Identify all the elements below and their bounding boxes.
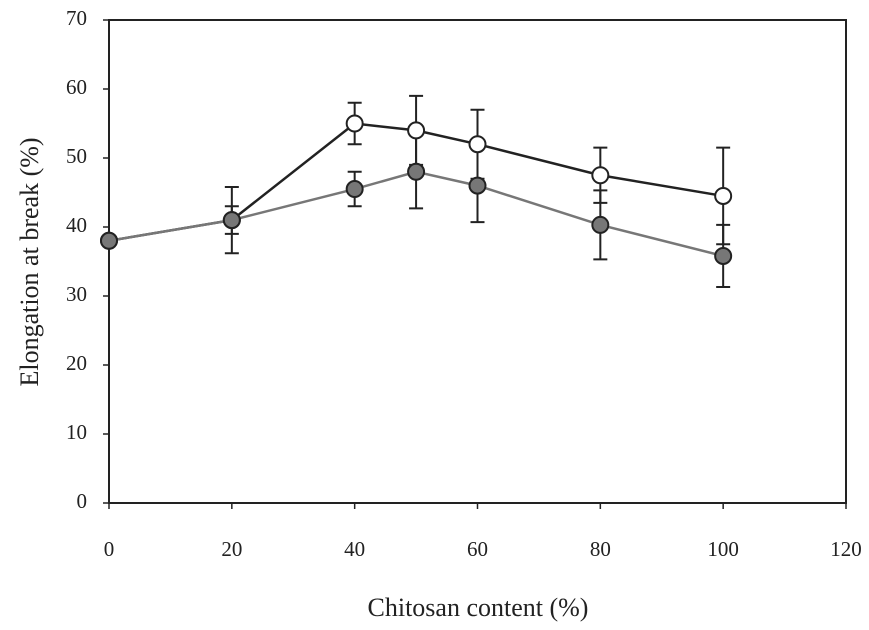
y-tick-label: 50 — [66, 144, 87, 168]
y-tick-label: 60 — [66, 75, 87, 99]
data-point — [222, 211, 241, 230]
data-point — [345, 180, 364, 199]
data-point — [591, 215, 610, 234]
data-point — [714, 186, 733, 205]
data-point — [714, 246, 733, 265]
y-axis-title: Elongation at break (%) — [15, 137, 44, 386]
data-point — [468, 176, 487, 195]
y-tick-label: 0 — [77, 489, 88, 513]
data-point — [591, 166, 610, 185]
y-tick-label: 10 — [66, 420, 87, 444]
data-point — [100, 231, 118, 250]
x-tick-label: 120 — [830, 537, 862, 561]
y-tick-label: 20 — [66, 351, 87, 375]
x-axis-title: Chitosan content (%) — [368, 593, 589, 622]
x-tick-label: 60 — [467, 537, 488, 561]
x-tick-label: 100 — [707, 537, 739, 561]
data-point — [407, 121, 426, 140]
x-tick-label: 80 — [590, 537, 611, 561]
x-tick-label: 40 — [344, 537, 365, 561]
data-point — [407, 162, 426, 181]
x-tick-label: 0 — [104, 537, 115, 561]
y-tick-label: 30 — [66, 282, 87, 306]
y-tick-label: 70 — [66, 6, 87, 30]
x-tick-label: 20 — [221, 537, 242, 561]
data-point — [345, 114, 364, 133]
plot-frame — [108, 19, 847, 504]
y-tick-label: 40 — [66, 213, 87, 237]
data-point — [468, 135, 487, 154]
